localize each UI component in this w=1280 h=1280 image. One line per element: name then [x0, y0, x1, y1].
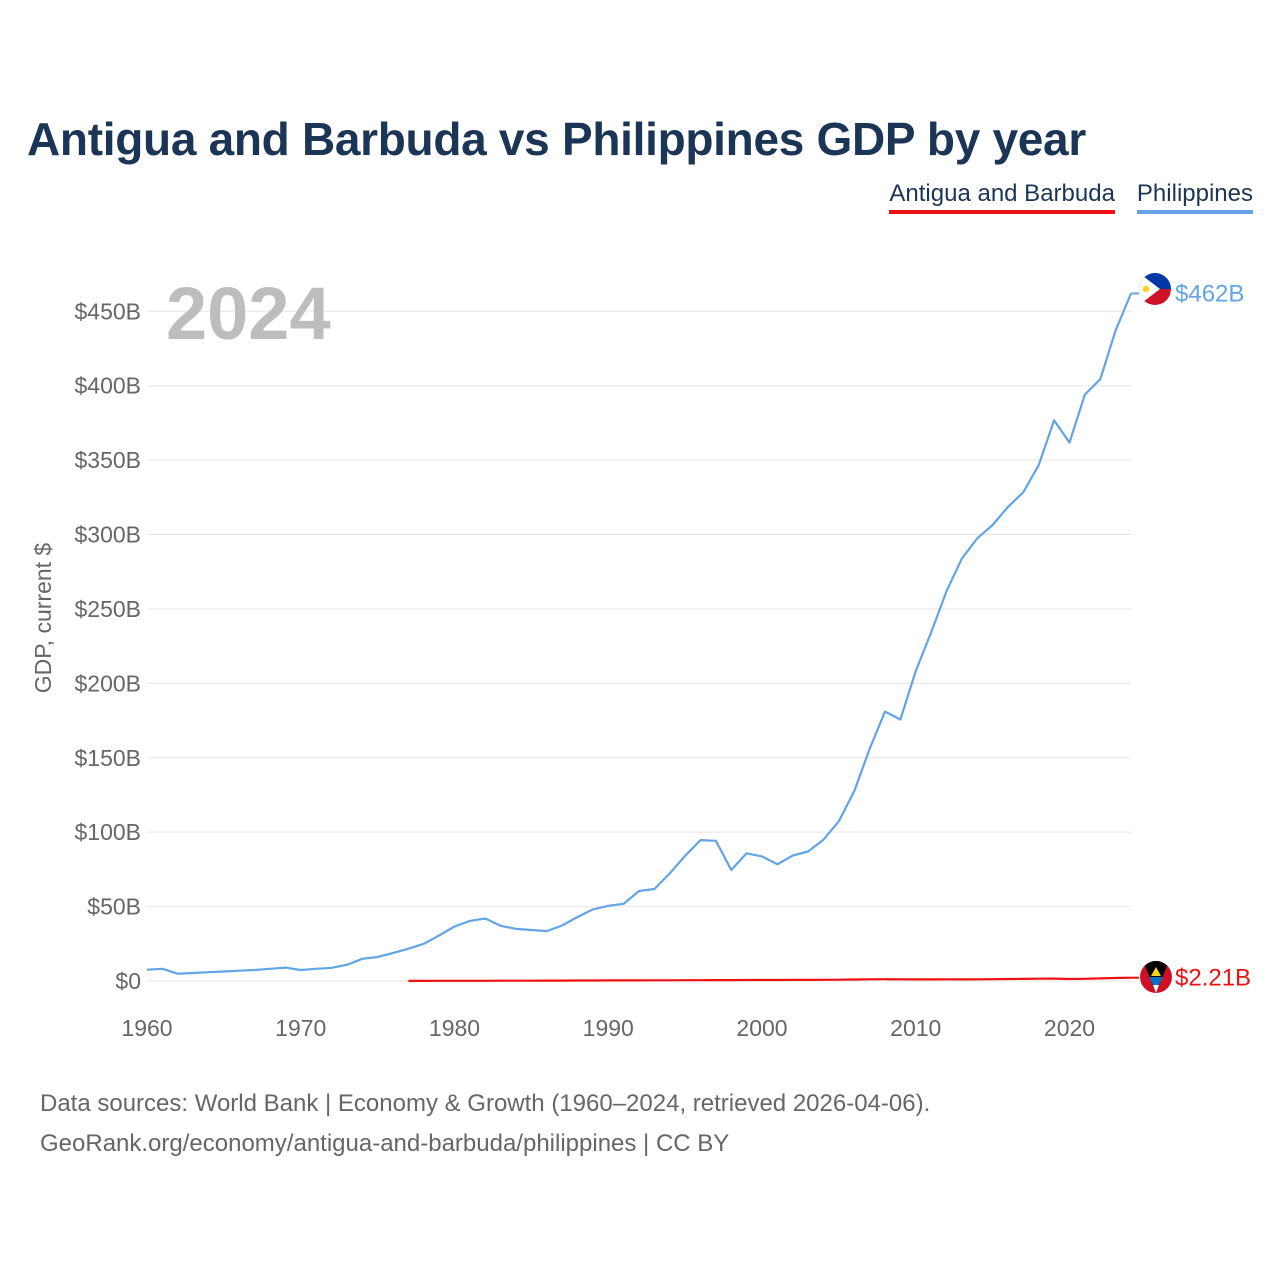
x-tick-label: 1980 — [429, 1015, 480, 1041]
y-tick-label: $150B — [74, 745, 141, 771]
y-tick-label: $350B — [74, 447, 141, 473]
x-tick-label: 2010 — [890, 1015, 941, 1041]
x-axis-ticks: 1960 1970 1980 1990 2000 2010 2020 — [121, 1015, 1095, 1041]
series-lines: $462B $2.21B — [146, 280, 1251, 992]
x-tick-label: 1960 — [121, 1015, 172, 1041]
footer-attribution[interactable]: GeoRank.org/economy/antigua-and-barbuda/… — [40, 1130, 730, 1157]
y-axis-title: GDP, current $ — [30, 543, 56, 694]
y-tick-label: $300B — [74, 522, 141, 548]
antigua-and-barbuda-flag-icon — [1140, 961, 1172, 993]
series-line-philippines — [146, 293, 1133, 975]
y-tick-label: $400B — [74, 373, 141, 399]
legend: Antigua and Barbuda Philippines — [889, 180, 1253, 214]
current-year-label: 2024 — [166, 272, 331, 355]
legend-item-antigua-and-barbuda[interactable]: Antigua and Barbuda — [889, 180, 1115, 214]
x-tick-label: 1990 — [583, 1015, 634, 1041]
gridlines — [147, 310, 1131, 982]
end-value-label-antigua: $2.21B — [1175, 965, 1251, 992]
x-tick-label: 1970 — [275, 1015, 326, 1041]
y-tick-label: $100B — [74, 819, 141, 845]
y-tick-label: $250B — [74, 596, 141, 622]
footer: Data sources: World Bank | Economy & Gro… — [40, 1084, 930, 1164]
x-tick-label: 2000 — [736, 1015, 787, 1041]
y-tick-label: $200B — [74, 670, 141, 696]
y-tick-label: $50B — [87, 894, 141, 920]
legend-item-philippines[interactable]: Philippines — [1136, 180, 1253, 214]
philippines-flag-icon — [1139, 273, 1171, 305]
y-tick-label: $450B — [74, 298, 141, 324]
footer-sources: Data sources: World Bank | Economy & Gro… — [40, 1090, 931, 1117]
chart-title: Antigua and Barbuda vs Philippines GDP b… — [27, 113, 1086, 165]
series-line-antigua — [408, 976, 1132, 983]
gdp-line-chart: $0 $50B $100B $150B $200B $250B $300B $350B $400… — [30, 272, 1251, 1041]
x-tick-label: 2020 — [1044, 1015, 1095, 1041]
y-axis-ticks: $0 $50B $100B $150B $200B $250B $300B $350B $400… — [74, 298, 141, 994]
end-value-label-philippines: $462B — [1175, 280, 1244, 307]
y-tick-label: $0 — [115, 968, 141, 994]
